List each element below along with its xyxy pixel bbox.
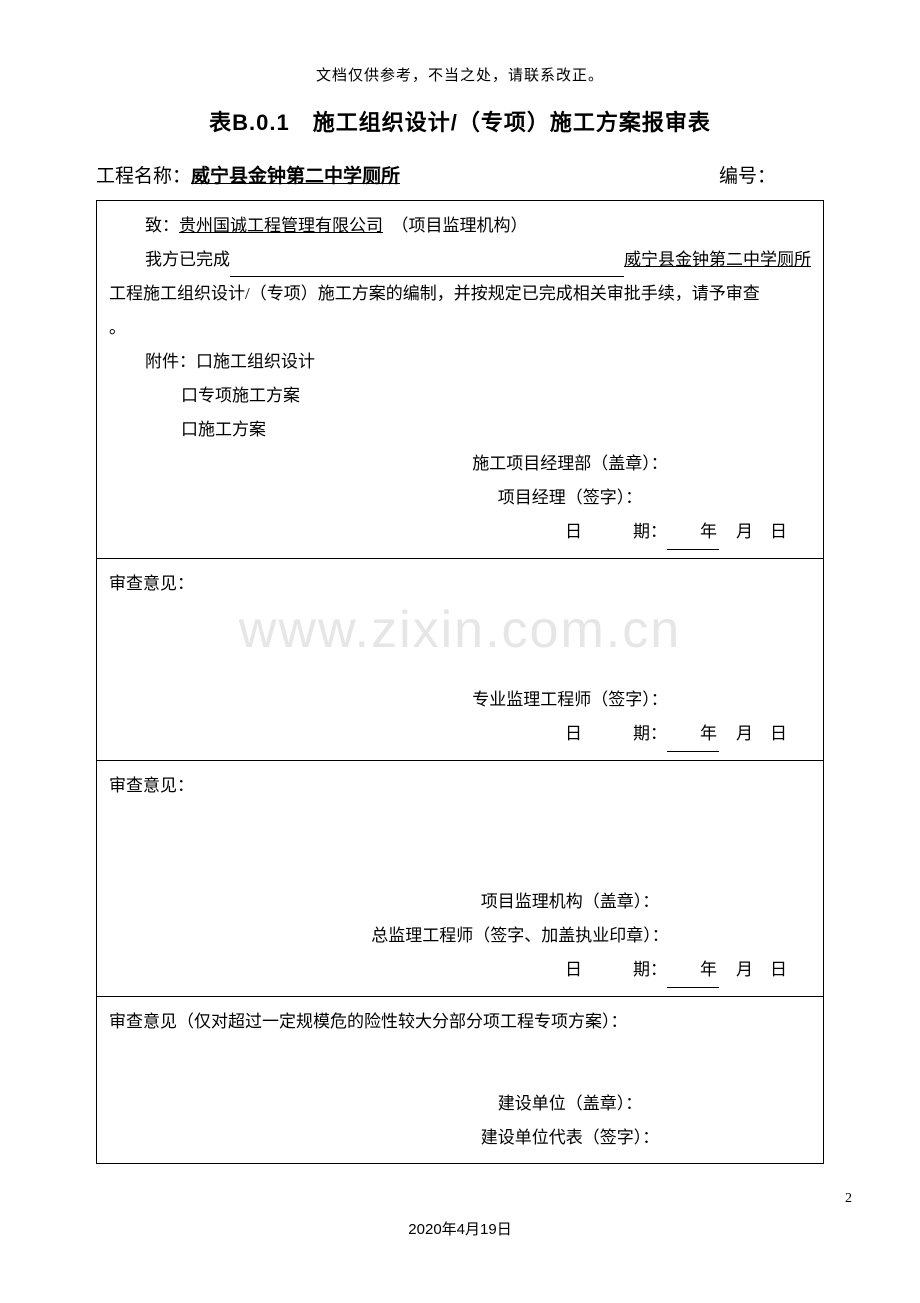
sig-supervision-org: 项目监理机构（盖章）： — [109, 885, 811, 919]
to-suffix: （项目监理机构） — [400, 216, 528, 235]
day-3: 日 — [770, 960, 787, 979]
sig-engineer: 专业监理工程师（签字）： — [109, 683, 811, 717]
year-blank-1: 年 — [667, 515, 719, 550]
content-layer: 文档仅供参考，不当之处，请联系改正。 表B.0.1 施工组织设计/（专项）施工方… — [0, 0, 920, 1164]
section-review-3: 审查意见（仅对超过一定规模危的险性较大分部分项工程专项方案）： 建设单位（盖章）… — [97, 997, 823, 1163]
year-blank-2: 年 — [667, 717, 719, 752]
attach-option-1: 口施工组织设计 — [196, 352, 315, 371]
date-line-2: 日 期： 年 月 日 — [109, 717, 811, 752]
page-number: 2 — [845, 1191, 852, 1207]
number-label: 编号： — [719, 161, 824, 188]
attach-option-3: 口施工方案 — [109, 413, 811, 447]
sig-chief-engineer: 总监理工程师（签字、加盖执业印章）： — [109, 919, 811, 953]
month-2: 月 — [736, 724, 753, 743]
year-3: 年 — [700, 960, 717, 979]
main-table: 致：贵州国诚工程管理有限公司 （项目监理机构） 我方已完成 威宁县金钟第二中学厕所… — [96, 200, 824, 1164]
form-title: 表B.0.1 施工组织设计/（专项）施工方案报审表 — [0, 85, 920, 137]
sig-dept: 施工项目经理部（盖章）： — [109, 447, 811, 481]
review3-header: 审查意见（仅对超过一定规模危的险性较大分部分项工程专项方案）： — [109, 1005, 811, 1039]
project-name: 威宁县金钟第二中学厕所 — [191, 161, 400, 188]
date-line-3: 日 期： 年 月 日 — [109, 953, 811, 988]
year-1: 年 — [700, 522, 717, 541]
attach-option-2: 口专项施工方案 — [109, 379, 811, 413]
review2-header: 审查意见： — [109, 769, 811, 803]
footer-date: 2020年4月19日 — [0, 1218, 920, 1239]
year-2: 年 — [700, 724, 717, 743]
sig-manager: 项目经理（签字）： — [109, 481, 811, 515]
date-label-2: 日 期： — [565, 724, 667, 743]
to-prefix: 致： — [145, 216, 179, 235]
header-note: 文档仅供参考，不当之处，请联系改正。 — [0, 0, 920, 85]
review3-blank — [109, 1039, 811, 1087]
date-label-3: 日 期： — [565, 960, 667, 979]
review1-blank — [109, 601, 811, 649]
review2-blank — [109, 803, 811, 851]
day-2: 日 — [770, 724, 787, 743]
section-submit: 致：贵州国诚工程管理有限公司 （项目监理机构） 我方已完成 威宁县金钟第二中学厕所… — [97, 201, 823, 559]
month-3: 月 — [736, 960, 753, 979]
completion-line3: 工程施工组织设计/（专项）施工方案的编制，并按规定已完成相关审批手续，请予审查 — [109, 277, 811, 311]
review1-header: 审查意见： — [109, 567, 811, 601]
day-1: 日 — [770, 522, 787, 541]
date-line-1: 日 期： 年 月 日 — [109, 515, 811, 550]
completion-prefix: 我方已完成 — [145, 243, 230, 277]
to-company: 贵州国诚工程管理有限公司 — [179, 209, 383, 243]
section-review-2: 审查意见： 项目监理机构（盖章）： 总监理工程师（签字、加盖执业印章）： 日 期… — [97, 761, 823, 997]
completion-blank — [230, 243, 624, 277]
subtitle-row: 工程名称： 威宁县金钟第二中学厕所 编号： — [0, 137, 920, 196]
sig-construction-unit: 建设单位（盖章）： — [109, 1087, 811, 1121]
attach-label: 附件： — [145, 352, 196, 371]
date-label-1: 日 期： — [565, 522, 667, 541]
sig-construction-rep: 建设单位代表（签字）： — [109, 1121, 811, 1155]
completion-fill: 威宁县金钟第二中学厕所 — [624, 243, 811, 277]
section-review-1: 审查意见： 专业监理工程师（签字）： 日 期： 年 月 日 — [97, 559, 823, 761]
year-blank-3: 年 — [667, 953, 719, 988]
project-label: 工程名称： — [96, 161, 191, 188]
month-1: 月 — [736, 522, 753, 541]
completion-line3-end: 。 — [109, 311, 811, 345]
